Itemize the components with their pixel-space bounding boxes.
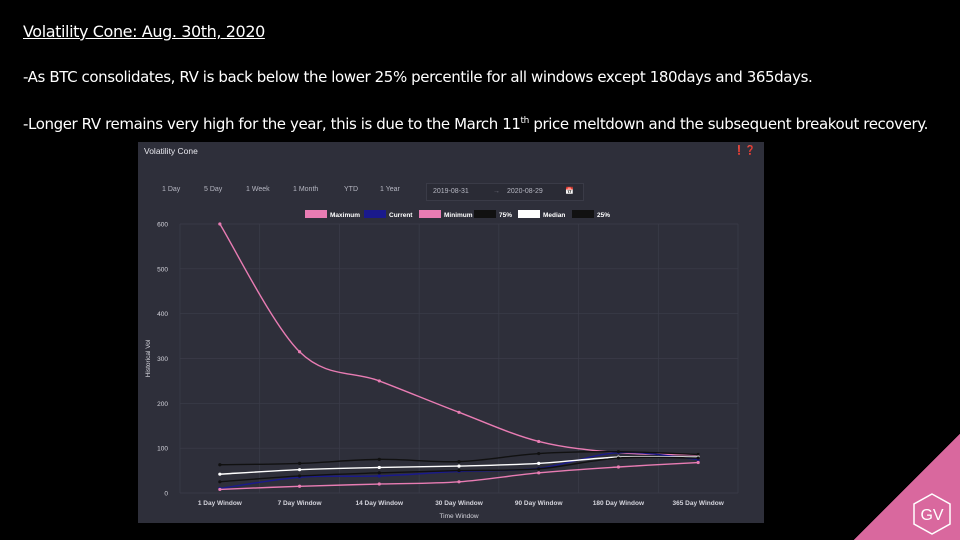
x-tick-label: 30 Day Window <box>435 500 484 507</box>
data-point-75pct <box>537 451 541 456</box>
data-point-minimum <box>616 465 621 469</box>
slide-title: Volatility Cone: Aug. 30th, 2020 <box>23 22 265 41</box>
bullet-2-sup: th <box>520 116 530 126</box>
data-point-25pct <box>537 467 541 471</box>
data-point-75pct <box>457 460 461 464</box>
x-tick-label: 1 Day Window <box>198 500 243 507</box>
data-point-minimum <box>696 460 700 465</box>
series-line-maximum <box>219 223 699 456</box>
data-point-median <box>218 472 222 476</box>
tab-ytd[interactable]: YTD <box>344 186 358 193</box>
bullet-text-1: -As BTC consolidates, RV is back below t… <box>23 68 813 86</box>
legend-label-25pct: 25% <box>597 212 610 219</box>
data-point-75pct <box>696 452 700 457</box>
y-tick-label: 0 <box>164 491 168 498</box>
data-point-25pct <box>377 471 381 475</box>
data-point-minimum <box>297 484 302 488</box>
legend-swatch-maximum <box>305 210 327 218</box>
date-arrow-icon: → <box>493 188 500 195</box>
legend-swatch-25pct <box>572 210 594 218</box>
y-tick-label: 500 <box>157 266 168 273</box>
y-tick-label: 300 <box>157 356 168 363</box>
data-point-minimum <box>457 480 461 484</box>
data-point-minimum <box>377 482 381 486</box>
info-help-icon[interactable]: ❗❓ <box>733 145 756 155</box>
y-tick-label: 400 <box>157 311 168 318</box>
tab-1-day[interactable]: 1 Day <box>162 186 181 193</box>
date-to[interactable]: 2020-08-29 <box>507 188 543 195</box>
data-point-75pct <box>297 461 302 466</box>
data-point-minimum <box>537 471 541 475</box>
y-tick-label: 100 <box>157 446 168 453</box>
date-from[interactable]: 2019-08-31 <box>433 188 469 195</box>
legend-swatch-75pct <box>474 210 496 218</box>
bullet-2-pre: -Longer RV remains very high for the yea… <box>23 115 521 133</box>
x-tick-label: 180 Day Window <box>593 500 645 507</box>
tab-1-year[interactable]: 1 Year <box>380 186 400 193</box>
panel-title: Volatility Cone <box>144 146 198 156</box>
chart-svg: 0 100 200 300 400 500 600 1 Day Window 7 Day Win… <box>145 210 739 520</box>
legend-label-minimum: Minimum <box>444 212 473 219</box>
data-point-25pct <box>297 474 302 478</box>
legend-label-median: Median <box>543 212 565 219</box>
data-point-median <box>377 465 381 470</box>
x-axis-label: Time Window <box>439 513 478 520</box>
gv-logo: GV <box>913 493 951 535</box>
data-point-25pct <box>457 468 461 473</box>
data-point-25pct <box>218 480 222 484</box>
x-tick-label: 90 Day Window <box>515 500 564 507</box>
data-point-25pct <box>696 456 700 460</box>
data-point-median <box>457 464 461 468</box>
volatility-cone-panel: 0 100 200 300 400 500 600 1 Day Window 7 Day Win… <box>138 142 764 523</box>
data-point-75pct <box>218 463 222 467</box>
y-axis-label: Historical Vol <box>145 339 152 377</box>
legend-swatch-median <box>518 210 540 218</box>
bullet-2-post: price meltdown and the subsequent breako… <box>528 115 928 133</box>
bullet-text-2: -Longer RV remains very high for the yea… <box>23 115 928 133</box>
data-point-75pct <box>377 457 381 461</box>
brand-corner <box>854 434 960 540</box>
legend-label-current: Current <box>389 212 413 219</box>
data-point-maximum <box>218 222 222 226</box>
legend-swatch-minimum <box>419 210 441 218</box>
data-point-maximum <box>457 410 461 414</box>
data-point-maximum <box>537 439 541 444</box>
legend-label-maximum: Maximum <box>330 212 360 219</box>
tab-1-month[interactable]: 1 Month <box>293 186 319 193</box>
y-tick-label: 600 <box>157 222 168 229</box>
gv-logo-text: GV <box>920 507 943 524</box>
data-point-maximum <box>297 350 302 354</box>
date-range-picker[interactable]: 2019-08-31 → 2020-08-29 📅 <box>426 183 584 201</box>
data-point-75pct <box>616 450 621 454</box>
x-tick-label: 7 Day Window <box>278 500 323 507</box>
x-tick-label: 14 Day Window <box>355 500 404 507</box>
legend-swatch-current <box>364 210 386 218</box>
tab-1-week[interactable]: 1 Week <box>246 186 270 193</box>
legend-label-75pct: 75% <box>499 212 512 219</box>
data-point-median <box>297 468 302 472</box>
tab-5-day[interactable]: 5 Day <box>204 186 223 193</box>
data-point-current <box>377 474 381 478</box>
data-point-maximum <box>377 379 381 383</box>
data-point-25pct <box>616 456 621 460</box>
data-point-minimum <box>218 487 222 492</box>
x-tick-label: 365 Day Window <box>673 500 725 507</box>
y-tick-label: 200 <box>157 401 168 408</box>
calendar-icon[interactable]: 📅 <box>565 188 574 195</box>
data-point-median <box>537 461 541 466</box>
